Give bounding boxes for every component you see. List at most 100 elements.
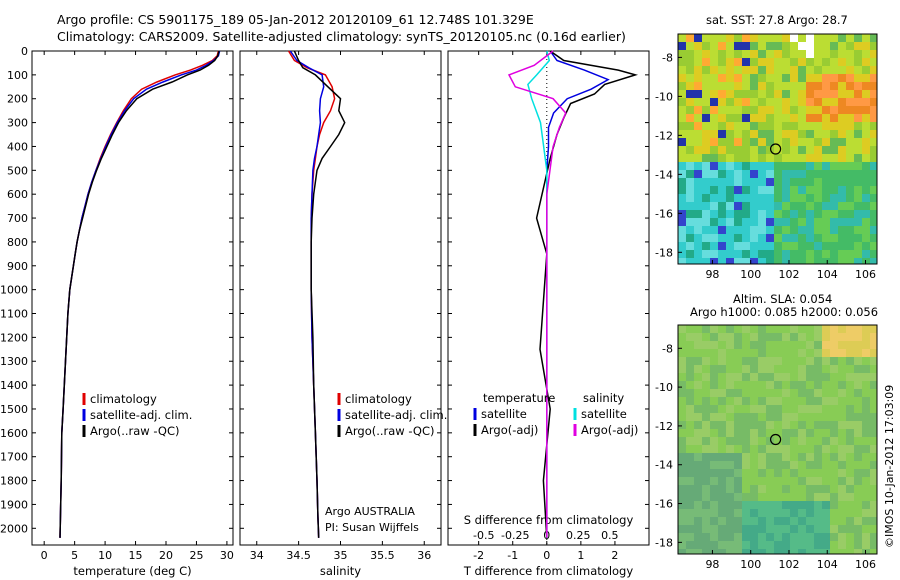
- map-cell: [854, 493, 862, 501]
- map-cell: [806, 533, 814, 541]
- map-cell: [862, 146, 870, 154]
- map-cell: [822, 549, 830, 554]
- map-cell: [742, 365, 750, 373]
- map-cell: [798, 42, 806, 50]
- map-cell: [830, 106, 838, 114]
- map-cell: [870, 122, 877, 130]
- map-cell: [726, 533, 734, 541]
- map-cell: [718, 138, 726, 146]
- map-cell: [782, 82, 790, 90]
- map-cell: [734, 325, 742, 333]
- map-cell: [806, 138, 814, 146]
- map-cell: [694, 421, 702, 429]
- map-cell: [870, 82, 877, 90]
- header-line-1: Argo profile: CS 5901175_189 05-Jan-2012…: [57, 12, 534, 27]
- legend-label: satellite-adj. clim.: [345, 408, 447, 422]
- map-cell: [846, 218, 854, 226]
- map-cell: [854, 34, 862, 42]
- map-cell: [742, 50, 750, 58]
- map-cell: [774, 421, 782, 429]
- map-cell: [742, 533, 750, 541]
- map-cell: [750, 82, 758, 90]
- map-cell: [838, 389, 846, 397]
- profile-panel-2: 34 34.5 35 35.5 36salinityclimatologysatelli…: [239, 50, 447, 578]
- map-cell: [822, 130, 830, 138]
- map-cell: [806, 34, 814, 42]
- x-tick-label: 25: [189, 549, 203, 562]
- map-cell: [710, 365, 718, 373]
- map-cell: [766, 357, 774, 365]
- map-cell: [718, 437, 726, 445]
- map-cell: [678, 493, 686, 501]
- map-cell: [750, 122, 758, 130]
- map-cell: [710, 405, 718, 413]
- map-cell: [702, 226, 710, 234]
- map-cell: [854, 42, 862, 50]
- map-cell: [734, 162, 742, 170]
- map-cell: [758, 429, 766, 437]
- map-cell: [774, 461, 782, 469]
- map-cell: [830, 42, 838, 50]
- map-cell: [774, 58, 782, 66]
- map-cell: [806, 66, 814, 74]
- map-cell: [846, 405, 854, 413]
- map-cell: [726, 218, 734, 226]
- map-cell: [750, 74, 758, 82]
- map-cell: [678, 146, 686, 154]
- series-line-salinity-argo: [507, 50, 567, 538]
- x2-tick-label: 0.5: [601, 529, 619, 542]
- map-cell: [694, 501, 702, 509]
- map-cell: [694, 170, 702, 178]
- map-cell: [782, 226, 790, 234]
- map-cell: [774, 525, 782, 533]
- map-cell: [806, 226, 814, 234]
- map-cell: [726, 130, 734, 138]
- map-cell: [678, 194, 686, 202]
- map-cell: [846, 533, 854, 541]
- map-cell: [742, 517, 750, 525]
- map-cell: [750, 146, 758, 154]
- map-cell: [726, 242, 734, 250]
- map-cell: [774, 170, 782, 178]
- map-cell: [678, 341, 686, 349]
- map-cell: [822, 509, 830, 517]
- map-cell: [798, 525, 806, 533]
- map-cell: [718, 533, 726, 541]
- map-cell: [814, 501, 822, 509]
- map-cell: [782, 66, 790, 74]
- map-cell: [854, 162, 862, 170]
- map-cell: [790, 549, 798, 554]
- map-cell: [750, 186, 758, 194]
- map-cell: [742, 258, 750, 264]
- map-cell: [838, 397, 846, 405]
- map-cell: [758, 453, 766, 461]
- map-cell: [702, 138, 710, 146]
- map-cell: [766, 453, 774, 461]
- map-cell: [758, 114, 766, 122]
- map-cell: [710, 381, 718, 389]
- map-cell: [806, 250, 814, 258]
- map-cell: [774, 517, 782, 525]
- x-tick-label: -1: [507, 549, 518, 562]
- map-cell: [702, 130, 710, 138]
- map-cell: [854, 325, 862, 333]
- map-cell: [710, 98, 718, 106]
- map-cell: [742, 242, 750, 250]
- legend-label: Argo(..raw -QC): [90, 424, 180, 438]
- map-cell: [678, 242, 686, 250]
- map-cell: [790, 138, 798, 146]
- map-cell: [798, 349, 806, 357]
- map-cell: [766, 210, 774, 218]
- map-cell: [678, 74, 686, 82]
- map-cell: [790, 98, 798, 106]
- map-cell: [838, 34, 846, 42]
- map-cell: [854, 389, 862, 397]
- map-cell: [798, 365, 806, 373]
- map-cell: [862, 333, 870, 341]
- map-cell: [742, 397, 750, 405]
- map-cell: [814, 341, 822, 349]
- map-cell: [846, 194, 854, 202]
- map-cell: [686, 106, 694, 114]
- map-cell: [782, 349, 790, 357]
- map-cell: [678, 397, 686, 405]
